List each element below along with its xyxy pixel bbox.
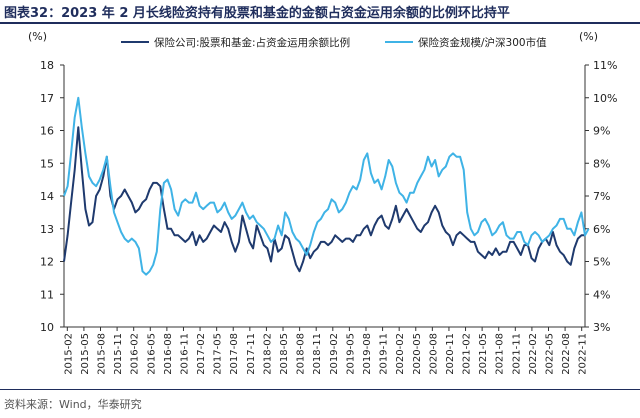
right-tick-label: 4% (593, 288, 610, 301)
right-tick-label: 8% (593, 157, 610, 170)
title-rule (0, 22, 640, 24)
x-tick-label: 2021-02 (462, 333, 473, 375)
x-tick-label: 2016-11 (179, 333, 190, 375)
left-tick-label: 14 (40, 190, 54, 203)
x-tick-label: 2016-08 (163, 333, 174, 375)
left-tick-label: 13 (40, 223, 54, 236)
x-tick-label: 2021-08 (495, 333, 506, 375)
source-note: 资料来源：Wind，华泰研究 (4, 398, 142, 411)
x-tick-label: 2015-11 (113, 333, 124, 375)
chart-title: 图表32：2023 年 2 月长线险资持有股票和基金的金额占资金运用余额的比例环… (4, 6, 510, 21)
x-tick-label: 2020-08 (428, 333, 439, 375)
x-tick-label: 2021-11 (511, 333, 522, 375)
right-tick-label: 11% (593, 59, 617, 72)
right-tick-label: 5% (593, 256, 610, 269)
x-tick-label: 2015-05 (80, 333, 91, 375)
x-tick-label: 2016-02 (130, 333, 141, 375)
x-tick-label: 2020-02 (395, 333, 406, 375)
x-tick-label: 2015-02 (63, 333, 74, 375)
x-tick-label: 2019-05 (345, 333, 356, 375)
x-tick-label: 2018-05 (279, 333, 290, 375)
left-tick-label: 18 (40, 59, 54, 72)
legend-label: 保险公司:股票和基金:占资金运用余额比例 (154, 36, 350, 49)
x-tick-label: 2017-02 (196, 333, 207, 375)
right-tick-label: 7% (593, 190, 610, 203)
series-line-insurance-fund-to-csi300 (63, 96, 590, 276)
x-tick-label: 2019-11 (379, 333, 390, 375)
legend-label: 保险资金规模/沪深300市值 (418, 36, 547, 49)
x-tick-label: 2019-08 (362, 333, 373, 375)
x-tick-label: 2022-08 (561, 333, 572, 375)
x-tick-label: 2017-11 (246, 333, 257, 375)
x-tick-label: 2017-05 (213, 333, 224, 375)
x-tick-label: 2015-08 (97, 333, 108, 375)
x-tick-label: 2019-02 (329, 333, 340, 375)
x-tick-label: 2022-02 (528, 333, 539, 375)
series-line-insurance-stock-fund-ratio (63, 126, 585, 273)
right-tick-label: 9% (593, 125, 610, 138)
right-tick-label: 10% (593, 92, 617, 105)
left-tick-label: 11 (40, 288, 54, 301)
axes-layer: 10 11 12 13 14 15 16 17 18 (%) 3% 4% 5% 6% 7% 8% 9% 10% 11… (28, 30, 617, 375)
x-tick-label: 2017-08 (229, 333, 240, 375)
left-tick-label: 15 (40, 157, 54, 170)
x-tick-label: 2016-05 (146, 333, 157, 375)
plot-layer (63, 96, 590, 276)
left-axis-unit: (%) (28, 30, 47, 43)
left-tick-label: 17 (40, 92, 54, 105)
x-tick-label: 2018-02 (262, 333, 273, 375)
x-tick-label: 2020-05 (412, 333, 423, 375)
x-tick-label: 2020-11 (445, 333, 456, 375)
right-axis-unit: (%) (579, 30, 598, 43)
left-tick-label: 16 (40, 125, 54, 138)
left-tick-label: 12 (40, 256, 54, 269)
left-tick-label: 10 (40, 321, 54, 334)
source-rule (0, 389, 640, 390)
x-tick-label: 2018-08 (296, 333, 307, 375)
x-tick-label: 2022-05 (544, 333, 555, 375)
right-tick-label: 6% (593, 223, 610, 236)
right-tick-label: 3% (593, 321, 610, 334)
legend: 保险公司:股票和基金:占资金运用余额比例 保险资金规模/沪深300市值 (121, 36, 547, 49)
x-tick-label: 2018-11 (312, 333, 323, 375)
x-tick-label: 2022-11 (578, 333, 589, 375)
x-tick-label: 2021-05 (478, 333, 489, 375)
